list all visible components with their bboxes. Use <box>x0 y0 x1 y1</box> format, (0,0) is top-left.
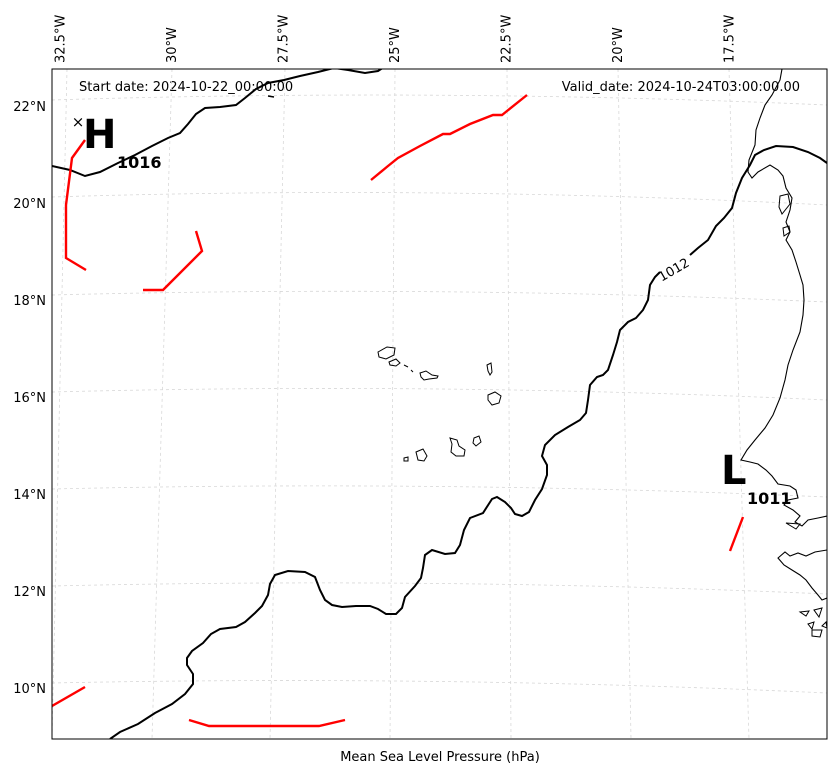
lat-tick-label: 22°N <box>13 100 46 115</box>
high-pressure-letter: H <box>83 112 116 158</box>
guinea-coastline <box>777 549 827 601</box>
low-pressure-letter: L <box>721 448 747 494</box>
lat-tick-label: 10°N <box>13 682 46 697</box>
lon-tick-label: 30°W <box>165 27 180 63</box>
high-pressure-value: 1016 <box>117 153 162 172</box>
lon-tick-label: 20°W <box>611 27 626 63</box>
graticule <box>52 69 827 739</box>
contour-label: 1012 <box>656 256 692 286</box>
lon-tick-label: 22.5°W <box>500 15 515 63</box>
valid-date-label: Valid_date: 2024-10-24T03:00:00.00 <box>562 80 800 95</box>
bijagos-islands <box>778 193 827 638</box>
africa-coastline <box>740 69 827 527</box>
isobar-1012-north <box>689 144 827 256</box>
longitude-tick-labels: 32.5°W 30°W 27.5°W 25°W 22.5°W 20°W 17.5°W <box>54 15 738 63</box>
low-pressure-value: 1011 <box>747 489 792 508</box>
high-center-marker: × <box>72 113 85 131</box>
lon-tick-label: 27.5°W <box>277 15 292 63</box>
lon-tick-label: 32.5°W <box>54 15 69 63</box>
lat-tick-label: 20°N <box>13 197 46 212</box>
lat-tick-label: 14°N <box>13 488 46 503</box>
latitude-tick-labels: 22°N 20°N 18°N 16°N 14°N 12°N 10°N <box>13 100 46 697</box>
map-caption: Mean Sea Level Pressure (hPa) <box>340 750 540 765</box>
isobar-1012 <box>109 271 661 739</box>
lat-tick-label: 18°N <box>13 294 46 309</box>
lat-tick-label: 16°N <box>13 391 46 406</box>
lon-tick-label: 17.5°W <box>723 15 738 63</box>
isobar-fragment <box>267 95 275 98</box>
trough-lines <box>52 94 745 728</box>
lon-tick-label: 25°W <box>388 27 403 63</box>
map-frame <box>51 68 828 740</box>
cape-verde-islands <box>377 346 502 462</box>
start-date-label: Start date: 2024-10-22_00:00:00 <box>79 80 293 95</box>
isobar-1016 <box>52 69 384 178</box>
lat-tick-label: 12°N <box>13 585 46 600</box>
